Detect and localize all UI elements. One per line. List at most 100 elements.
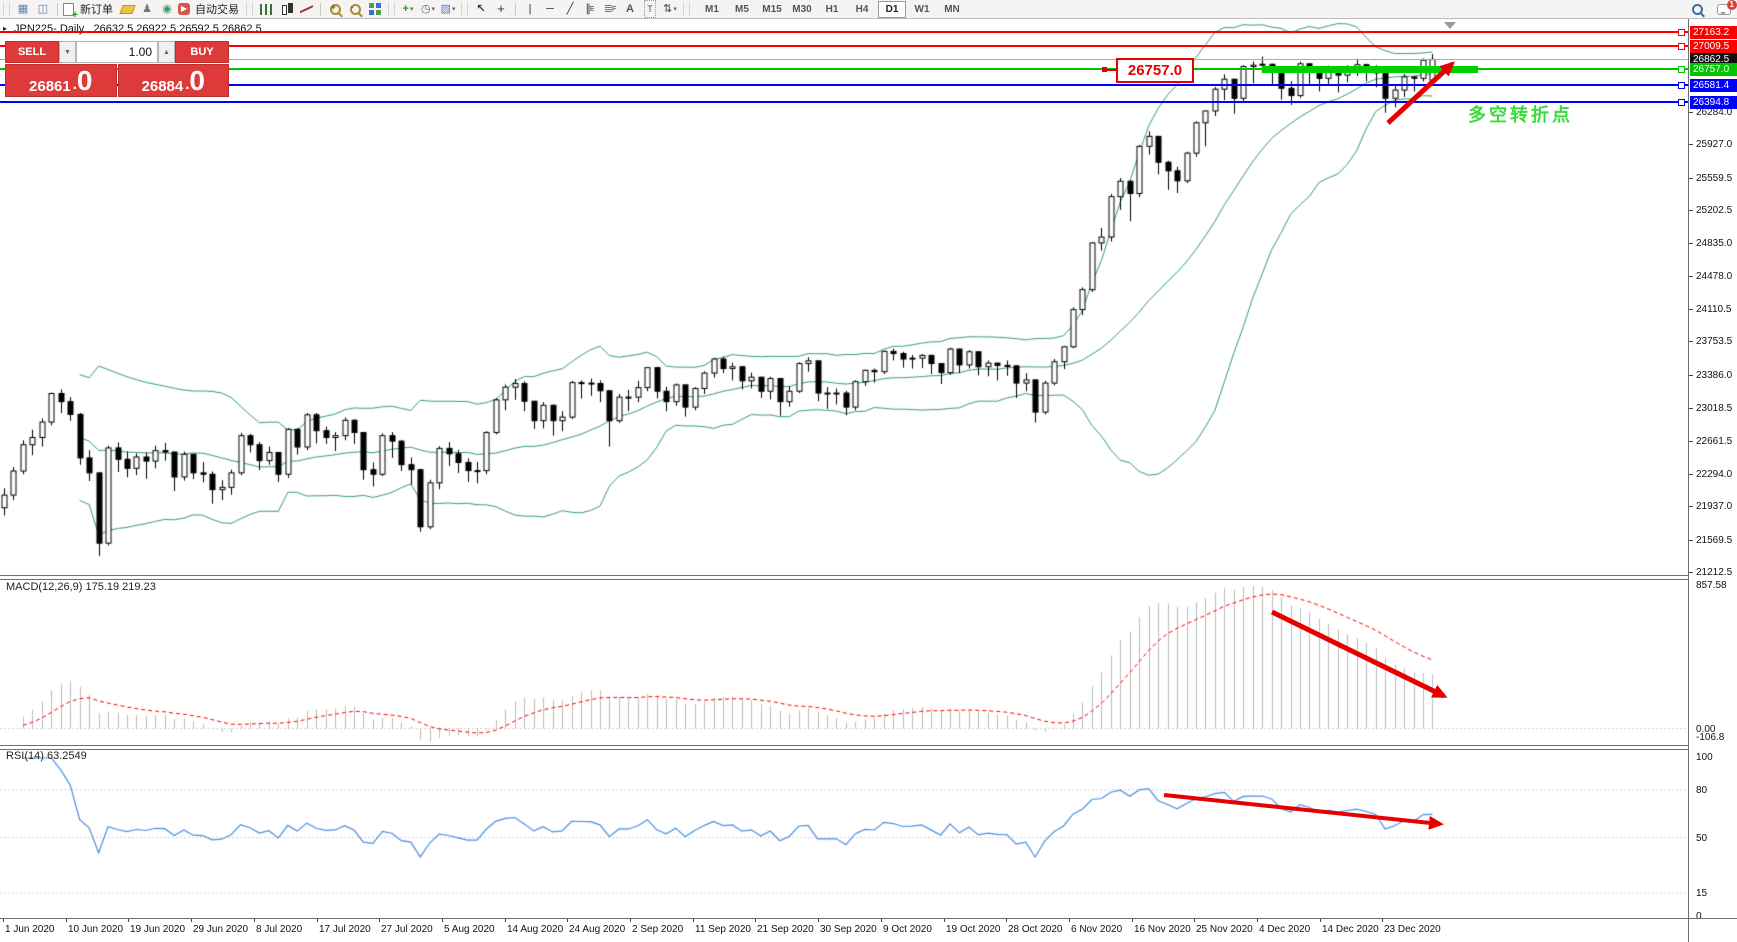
current-price-line[interactable]: [0, 59, 1688, 60]
price-tick-mark: [1689, 540, 1693, 541]
sell-button[interactable]: SELL: [5, 41, 59, 63]
time-tick-label: 10 Jun 2020: [68, 924, 124, 935]
zoom-in-icon: +: [329, 2, 341, 15]
signals-button[interactable]: ◉: [158, 1, 176, 17]
search-button[interactable]: [1688, 1, 1706, 17]
price-tick-label: 24478.0: [1696, 271, 1733, 282]
price-tick-label: 25927.0: [1696, 139, 1733, 150]
sell-price-dot: .: [72, 76, 77, 93]
pane-separator-macd[interactable]: [0, 575, 1688, 580]
timeframe-button-w1[interactable]: W1: [914, 3, 930, 15]
time-tick-mark: [881, 919, 882, 922]
time-tick-label: 23 Dec 2020: [1384, 924, 1441, 935]
fibonacci-letter: F: [611, 5, 617, 13]
macd-indicator-label: MACD(12,26,9) 175.19 219.23: [6, 581, 156, 593]
horizontal-level-line-26757.0[interactable]: [0, 68, 1688, 70]
timeframe-button-m15[interactable]: M15: [762, 3, 782, 15]
notifications-button[interactable]: 1: [1717, 0, 1737, 15]
line-handle[interactable]: [1678, 99, 1685, 106]
time-tick-mark: [442, 919, 443, 922]
price-tick-mark: [1689, 408, 1693, 409]
price-scale[interactable]: 27163.2 27009.5 26862.5 26757.0 26581.4 26394…: [1688, 18, 1737, 942]
resistance-highlight-bar[interactable]: [1262, 66, 1478, 73]
horizontal-level-line-27009.5[interactable]: [0, 45, 1688, 47]
chart-canvas[interactable]: [0, 18, 1688, 918]
toolbar-grip[interactable]: [461, 2, 468, 16]
trendline-button[interactable]: ╱: [561, 1, 579, 17]
horizontal-level-line-26394.8[interactable]: [0, 101, 1688, 103]
data-window-button[interactable]: ◫: [34, 1, 52, 17]
time-tick-mark: [379, 919, 380, 922]
volume-increase-button[interactable]: ▲: [158, 41, 175, 63]
rsi-scale-label: 0: [1696, 911, 1702, 922]
timeframe-button-d1[interactable]: D1: [878, 0, 906, 18]
toolbar-grip[interactable]: [388, 2, 395, 16]
zoom-in-button[interactable]: +: [326, 1, 344, 17]
arrows-button[interactable]: ⇅ ▾: [661, 1, 679, 17]
time-tick-mark: [567, 919, 568, 922]
line-handle[interactable]: [1678, 82, 1685, 89]
volume-decrease-button[interactable]: ▼: [59, 41, 76, 63]
new-chart-button[interactable]: + ▾: [399, 1, 417, 17]
vertical-line-button[interactable]: |: [521, 1, 539, 17]
toolbar-grip[interactable]: [246, 2, 253, 16]
label-button[interactable]: T: [641, 0, 659, 18]
time-tick-label: 16 Nov 2020: [1134, 924, 1191, 935]
new-order-button[interactable]: 新订单: [63, 1, 116, 21]
line-handle[interactable]: [1678, 43, 1685, 50]
tile-windows-icon: [369, 3, 381, 15]
workspace-button[interactable]: ▦: [14, 1, 32, 17]
autotrading-button[interactable]: ▶ 自动交易: [178, 1, 242, 17]
toolbar-separator: [57, 2, 58, 16]
time-tick-label: 25 Nov 2020: [1196, 924, 1253, 935]
candlestick-chart-icon: [280, 3, 293, 15]
search-icon: [1691, 3, 1703, 15]
timeframe-button-m5[interactable]: M5: [735, 3, 749, 15]
fibonacci-button[interactable]: ≣ F: [601, 1, 619, 17]
crosshair-button[interactable]: +: [492, 1, 510, 17]
scroll-to-end-marker[interactable]: [1444, 22, 1456, 29]
templates-button[interactable]: ▧ ▾: [439, 1, 457, 17]
chart-area: ▸ JPN225-,Daily 26632.5 26922.5 26592.5 …: [0, 18, 1688, 918]
text-button[interactable]: A: [621, 1, 639, 17]
autotrading-icon: ▶: [178, 3, 190, 15]
candlestick-chart-button[interactable]: [277, 1, 295, 17]
sell-price-button[interactable]: 26861. 0: [5, 64, 117, 97]
horizontal-line-button[interactable]: ─: [541, 1, 559, 17]
price-tick-mark: [1689, 474, 1693, 475]
one-click-trading-toggle[interactable]: ▸: [3, 24, 8, 33]
tile-windows-button[interactable]: [366, 1, 384, 17]
pane-separator-rsi[interactable]: [0, 745, 1688, 750]
timeframe-button-h4[interactable]: H4: [855, 3, 869, 15]
cursor-button[interactable]: ↖: [472, 1, 490, 17]
periods-button[interactable]: ◷ ▾: [419, 1, 437, 17]
timeframe-button-mn[interactable]: MN: [944, 3, 960, 15]
horizontal-level-line-27163.2[interactable]: [0, 31, 1688, 33]
expert-advisor-button[interactable]: ♟: [138, 1, 156, 17]
bar-chart-button[interactable]: [257, 1, 275, 17]
timeframe-button-m1[interactable]: M1: [705, 3, 719, 15]
label-icon: T: [644, 0, 656, 18]
channel-button[interactable]: ∥ E: [581, 1, 599, 17]
horizontal-level-line-26581.4[interactable]: [0, 84, 1688, 86]
volume-input[interactable]: 1.00: [76, 41, 158, 63]
resistance-price-label[interactable]: 26757.0: [1102, 58, 1194, 83]
toolbar-grip[interactable]: [683, 2, 690, 16]
line-handle[interactable]: [1678, 29, 1685, 36]
one-click-trade-panel: SELL ▼ 1.00 ▲ BUY 26861. 0 26884. 0: [5, 41, 229, 97]
timeframe-button-m30[interactable]: M30: [792, 3, 812, 15]
timeframe-button-h1[interactable]: H1: [825, 3, 839, 15]
price-tick-label: 23753.5: [1696, 336, 1733, 347]
turning-point-text[interactable]: 多空转折点: [1468, 105, 1573, 125]
zoom-out-button[interactable]: -: [346, 1, 364, 17]
eraser-button[interactable]: [118, 1, 136, 17]
level-price-badge: 26581.4: [1690, 79, 1737, 92]
line-chart-button[interactable]: [297, 1, 315, 17]
time-scale[interactable]: 1 Jun 2020 10 Jun 2020 19 Jun 2020 29 Jun 2…: [0, 918, 1688, 942]
buy-price-button[interactable]: 26884. 0: [117, 64, 229, 97]
buy-button[interactable]: BUY: [175, 41, 229, 63]
price-tick-mark: [1689, 375, 1693, 376]
toolbar-grip[interactable]: [3, 2, 10, 16]
price-tick-mark: [1689, 276, 1693, 277]
line-handle[interactable]: [1678, 66, 1685, 73]
